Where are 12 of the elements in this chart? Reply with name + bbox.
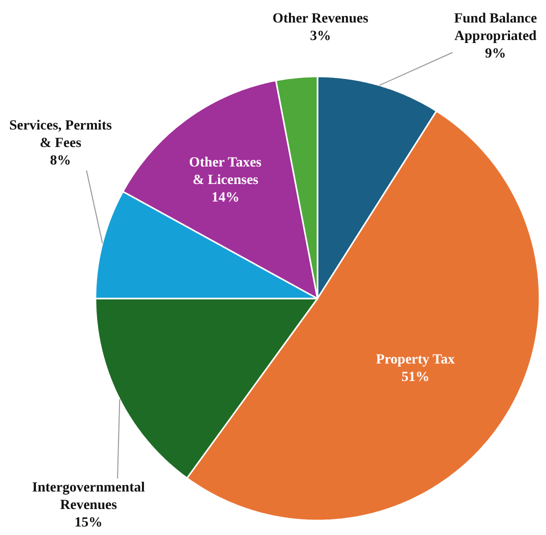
data-label: 15% (74, 516, 102, 530)
slice-label: Other Revenues (272, 11, 369, 26)
slice-label: Property Tax (376, 352, 455, 368)
slice-label: Services, Permits & Fees (9, 118, 112, 151)
data-label: 14% (212, 190, 240, 206)
data-label: 9% (485, 46, 506, 62)
slice-label: Other Taxes & Licenses (189, 156, 262, 188)
data-label: 3% (310, 28, 331, 44)
slice-label: Fund Balance Appropriated (454, 12, 537, 44)
slice-label: Intergovernmental Revenues (32, 480, 145, 513)
data-label: 51% (402, 370, 430, 385)
data-label: 8% (50, 154, 71, 168)
